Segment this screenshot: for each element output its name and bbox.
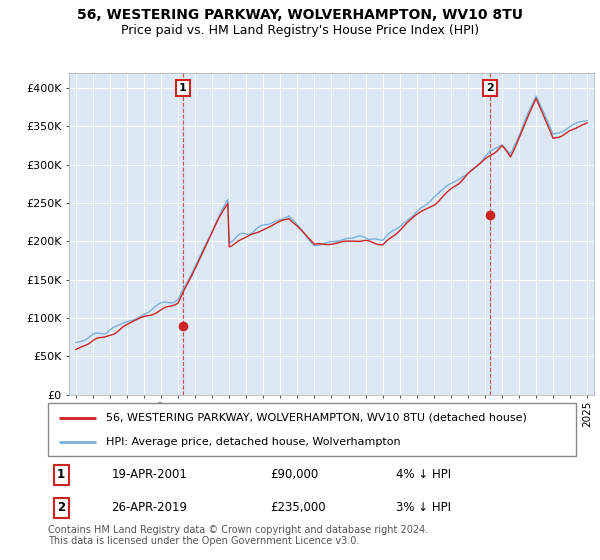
Text: HPI: Average price, detached house, Wolverhampton: HPI: Average price, detached house, Wolv…	[106, 437, 401, 447]
Text: 1: 1	[179, 83, 187, 93]
Text: 4% ↓ HPI: 4% ↓ HPI	[397, 468, 452, 482]
Text: 1: 1	[57, 468, 65, 482]
Text: 56, WESTERING PARKWAY, WOLVERHAMPTON, WV10 8TU (detached house): 56, WESTERING PARKWAY, WOLVERHAMPTON, WV…	[106, 413, 527, 423]
Text: 2: 2	[486, 83, 494, 93]
Text: 3% ↓ HPI: 3% ↓ HPI	[397, 501, 451, 515]
Text: 19-APR-2001: 19-APR-2001	[112, 468, 187, 482]
Text: Price paid vs. HM Land Registry's House Price Index (HPI): Price paid vs. HM Land Registry's House …	[121, 24, 479, 36]
Text: Contains HM Land Registry data © Crown copyright and database right 2024.
This d: Contains HM Land Registry data © Crown c…	[48, 525, 428, 547]
Text: 26-APR-2019: 26-APR-2019	[112, 501, 187, 515]
Text: £90,000: £90,000	[270, 468, 318, 482]
Text: 56, WESTERING PARKWAY, WOLVERHAMPTON, WV10 8TU: 56, WESTERING PARKWAY, WOLVERHAMPTON, WV…	[77, 8, 523, 22]
Text: 2: 2	[57, 501, 65, 515]
Text: £235,000: £235,000	[270, 501, 325, 515]
